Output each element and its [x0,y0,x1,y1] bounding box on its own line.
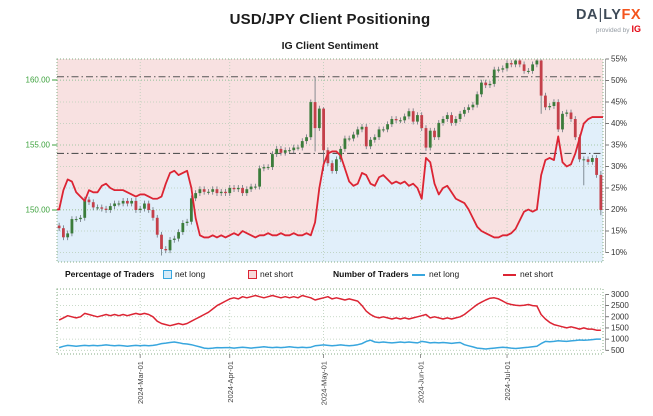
net-short-line-swatch [503,274,516,276]
net-long-line-swatch [412,274,425,276]
ig-logo: IG [631,23,641,34]
legend-net-short-label: net short [260,269,294,279]
svg-text:2024-Apr-01: 2024-Apr-01 [226,361,235,403]
logo-bar-glyph: | [598,7,603,23]
net-long-square-swatch [163,270,172,279]
svg-text:2024-Mar-01: 2024-Mar-01 [136,361,145,404]
svg-text:2000: 2000 [611,312,629,321]
svg-text:155.00: 155.00 [26,141,51,150]
svg-text:3000: 3000 [611,290,629,299]
svg-text:2024-Jun-01: 2024-Jun-01 [416,361,425,403]
net-short-square-swatch [248,270,257,279]
legend-net-long-line-label: net long [429,269,460,279]
svg-text:45%: 45% [611,98,627,107]
legend-net-long-label: net long [175,269,206,279]
svg-text:20%: 20% [611,205,627,214]
dailyfx-logo: DA|LYFX provided by IG [576,7,641,35]
chart-subtitle: IG Client Sentiment [281,40,379,52]
svg-text:30%: 30% [611,162,627,171]
svg-text:15%: 15% [611,227,627,236]
svg-text:10%: 10% [611,248,627,257]
svg-text:2024-Jul-01: 2024-Jul-01 [503,361,512,401]
svg-text:1500: 1500 [611,323,629,332]
svg-text:35%: 35% [611,141,627,150]
legend-percentage-header: Percentage of Traders [65,269,155,279]
svg-text:25%: 25% [611,184,627,193]
chart-legend: Percentage of Traders net long net short… [0,266,653,282]
svg-text:150.00: 150.00 [26,206,51,215]
legend-number-header: Number of Traders [333,269,409,279]
page-title: USD/JPY Client Positioning [229,11,431,28]
svg-text:1000: 1000 [611,335,629,344]
legend-net-short-line-label: net short [520,269,554,279]
svg-text:160.00: 160.00 [26,76,51,85]
svg-text:2500: 2500 [611,301,629,310]
svg-text:500: 500 [611,346,625,355]
provided-by-line: provided by IG [595,23,641,34]
svg-text:2024-May-01: 2024-May-01 [320,361,329,405]
svg-text:50%: 50% [611,76,627,85]
svg-text:40%: 40% [611,119,627,128]
dailyfx-wordmark: DA|LYFX [576,7,641,23]
logo-fx: FX [621,7,641,23]
svg-text:55%: 55% [611,55,627,64]
